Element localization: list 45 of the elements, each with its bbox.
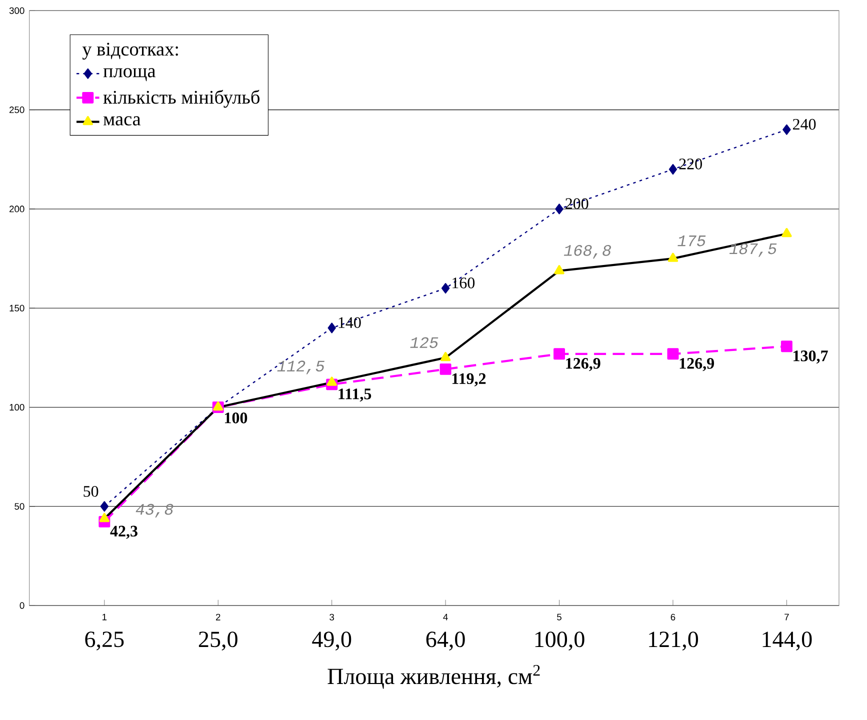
x-tick-label: 6,25 bbox=[85, 631, 124, 650]
x-axis-title: Площа живлення, см$^{2}$ bbox=[328, 664, 540, 689]
data-label: 200 bbox=[566, 198, 588, 209]
text: 1 bbox=[102, 614, 107, 620]
legend-title: у відсотках: bbox=[82, 42, 178, 60]
text: 7 bbox=[784, 614, 789, 620]
y-tick-label: 150 bbox=[10, 304, 24, 312]
data-label: 240 bbox=[792, 118, 816, 130]
data-label: 119,2 bbox=[452, 373, 486, 386]
data-label: 140 bbox=[338, 317, 361, 328]
text: 3 bbox=[330, 614, 334, 620]
x-tick-label: 49,0 bbox=[312, 631, 352, 650]
text: 5 bbox=[557, 614, 562, 620]
data-label: 126,9 bbox=[566, 358, 600, 371]
data-label: 187,5 bbox=[729, 243, 777, 257]
x-tick-label: 100,0 bbox=[535, 631, 584, 650]
data-label: 125 bbox=[410, 337, 438, 348]
y-tick-label: 200 bbox=[10, 206, 24, 212]
data-label: 160 bbox=[452, 277, 475, 288]
data-label: 50 bbox=[84, 486, 98, 497]
data-label: 168,8 bbox=[564, 244, 611, 258]
x-tick-label: 25,0 bbox=[198, 631, 238, 650]
data-label: 43,8 bbox=[136, 504, 174, 518]
data-label: 42,3 bbox=[110, 526, 138, 539]
text: 4 bbox=[443, 614, 448, 620]
y-tick-label: 0 bbox=[20, 602, 24, 609]
legend-label: кількість мінібульб bbox=[103, 90, 260, 108]
text: 6 bbox=[670, 614, 676, 620]
y-tick-label: 50 bbox=[14, 502, 24, 510]
x-tick-label: 121,0 bbox=[649, 631, 698, 650]
y-tick-label: 250 bbox=[10, 106, 24, 113]
data-label: 130,7 bbox=[794, 350, 828, 364]
y-tick-label: 300 bbox=[9, 7, 24, 14]
legend-label: площа bbox=[103, 68, 156, 82]
data-label: 126,9 bbox=[680, 358, 714, 371]
x-tick-label: 144,0 bbox=[762, 631, 812, 650]
legend-label: маса bbox=[103, 116, 141, 126]
data-label: 220 bbox=[679, 158, 702, 170]
data-label: 175 bbox=[678, 235, 706, 246]
y-tick-label: 100 bbox=[10, 404, 24, 410]
data-label: 112,5 bbox=[277, 360, 324, 374]
data-label: 100 bbox=[224, 412, 248, 424]
x-tick-label: 64,0 bbox=[426, 631, 465, 650]
text: 2 bbox=[216, 614, 220, 620]
data-label: 111,5 bbox=[338, 388, 372, 402]
